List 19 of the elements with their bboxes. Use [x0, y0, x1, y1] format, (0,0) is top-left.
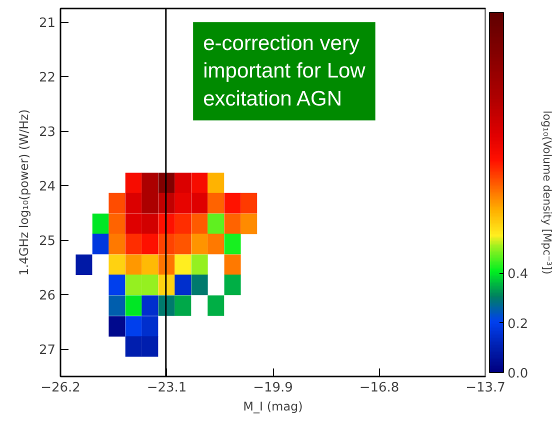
y-tick-label: 26	[38, 288, 56, 304]
color-bar-label: 0.0	[508, 366, 528, 382]
y-axis-title: 1.4GHz log₁₀(power) (W/Hz)	[16, 109, 31, 276]
color-bar-label: 0.2	[508, 316, 528, 332]
annotation: e-correction very important for Low excitation AGN	[203, 32, 366, 110]
y-tick-label: 21	[38, 16, 56, 32]
y-tick-label: 25	[38, 234, 56, 250]
color-bar-title: log₁₀(Volume density [Mpc⁻³])	[540, 110, 554, 274]
x-tick-label: −26.2	[40, 380, 80, 396]
x-tick-label: −13.7	[466, 380, 506, 396]
x-tick-label: −16.8	[359, 380, 400, 396]
y-tick-label: 23	[38, 125, 56, 140]
y-tick-label: 27	[38, 343, 56, 358]
x-tick-label: −23.1	[146, 380, 187, 396]
y-tick-label: 24	[38, 180, 56, 195]
x-axis-title: M_I (mag)	[243, 400, 303, 414]
color-bar-label: 0.4	[508, 267, 528, 282]
x-tick-label: −19.9	[253, 380, 293, 396]
y-tick-label: 22	[38, 70, 56, 86]
